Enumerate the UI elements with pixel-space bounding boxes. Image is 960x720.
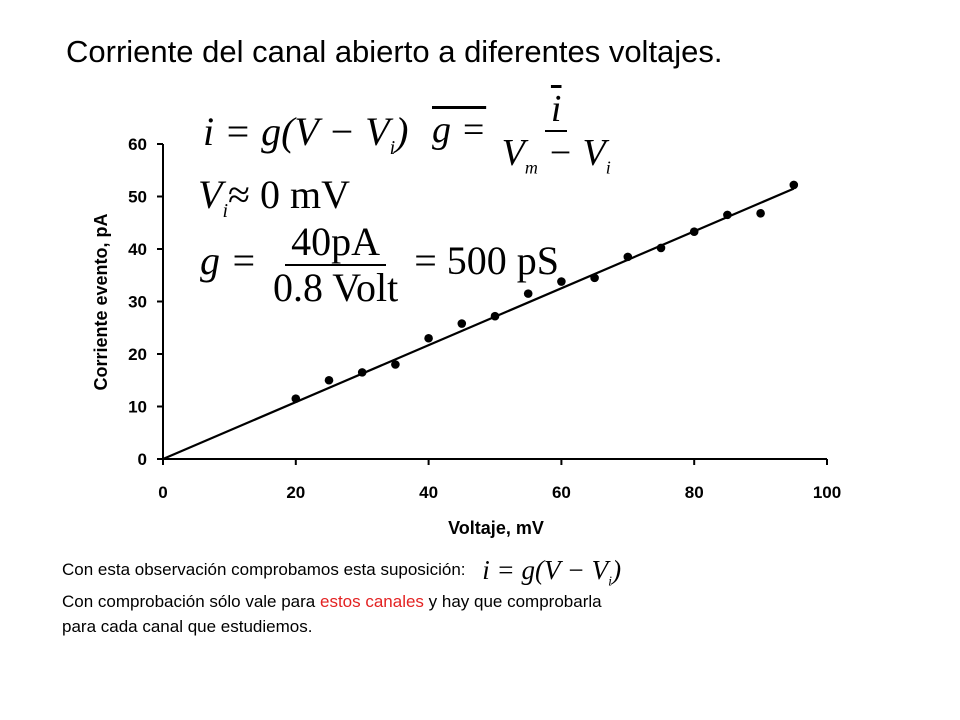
x-tick-label: 60 <box>552 483 571 502</box>
caption-validity: Con comprobación sólo vale para estos ca… <box>62 592 602 611</box>
x-tick-label: 0 <box>158 483 167 502</box>
data-point <box>756 209 765 218</box>
equation-mean-conductance: g = i Vm − Vi <box>432 88 611 178</box>
data-point <box>324 375 334 385</box>
slide-title: Corriente del canal abierto a diferentes… <box>66 34 723 69</box>
data-point <box>457 319 467 328</box>
x-tick-label: 40 <box>419 483 438 502</box>
y-tick-label: 60 <box>128 135 147 154</box>
caption-validity-cont: para cada canal que estudiemos. <box>62 617 313 636</box>
equation-ohm-law: i = g(V − Vi) <box>203 109 409 159</box>
y-tick-label: 20 <box>128 345 147 364</box>
data-point <box>424 333 433 343</box>
chart-marks <box>162 180 799 461</box>
data-point <box>789 180 799 190</box>
fit-line <box>162 187 795 461</box>
data-point <box>391 360 400 369</box>
y-tick-label: 30 <box>128 293 147 312</box>
y-tick-label: 50 <box>128 188 147 207</box>
chart-ticks: 0 20 40 60 80 100 0 10 20 30 40 50 60 <box>128 135 841 502</box>
x-tick-label: 80 <box>685 483 704 502</box>
highlight-text: estos canales <box>319 592 424 611</box>
y-tick-label: 40 <box>128 240 147 259</box>
x-axis-label: Voltaje, mV <box>448 518 544 538</box>
y-tick-label: 10 <box>128 398 147 417</box>
data-point <box>523 289 533 298</box>
y-tick-label: 0 <box>138 450 147 469</box>
caption-equation: i = g(V − Vi) <box>482 555 622 590</box>
x-tick-label: 20 <box>286 483 305 502</box>
y-axis-label: Corriente evento, pA <box>91 213 111 390</box>
equation-conductance-value: g = 40pA 0.8 Volt = 500 pS <box>200 219 560 310</box>
caption-observation: Con esta observación comprobamos esta su… <box>62 555 622 590</box>
data-point <box>557 277 566 286</box>
equation-reversal-potential: Vi≈ 0 mV <box>198 172 350 222</box>
x-tick-label: 100 <box>813 483 841 502</box>
